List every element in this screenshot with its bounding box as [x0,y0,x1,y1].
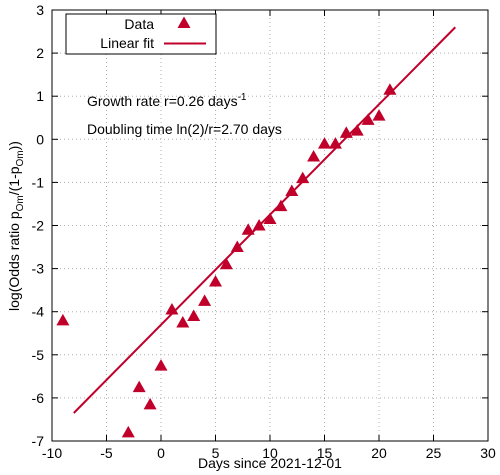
data-point [143,397,157,410]
x-tick-label: 30 [480,445,496,461]
x-tick-label: 10 [262,445,278,461]
legend: Data Linear fit [65,13,217,55]
data-point [219,257,233,270]
data-point [154,359,168,371]
x-tick-label: 25 [426,445,442,461]
x-tick-label: 20 [371,445,387,461]
y-tick-label: -4 [32,304,45,320]
data-point [230,240,244,253]
legend-label-data: Data [124,16,154,32]
data-point [252,219,266,231]
y-tick-label: -1 [32,174,45,190]
data-point [383,83,397,95]
y-tick-label: 3 [36,2,44,18]
data-series [56,83,397,438]
y-tick-label: -7 [32,433,45,449]
y-tick-label: -2 [32,218,45,234]
x-tick-labels: -10 -5 0 5 10 15 20 25 30 [42,445,496,461]
data-point [285,184,299,197]
data-point [198,294,212,306]
y-tick-labels: -7 -6 -5 -4 -3 -2 -1 0 1 2 3 [32,2,45,449]
y-tick-label: 0 [36,131,44,147]
x-tick-label: -10 [42,445,62,461]
x-axis-label: Days since 2021-12-01 [198,455,342,471]
data-point [165,303,179,315]
legend-marker-data [177,16,191,28]
data-point [121,425,135,438]
y-axis-label: log(Odds ratio pOm/(1-pOm)) [6,141,26,311]
data-point [372,109,386,121]
x-tick-label: 15 [317,445,333,461]
data-point [318,137,331,149]
y-tick-label: -3 [32,261,45,277]
data-point [274,199,288,212]
legend-box [65,13,217,55]
data-point [296,171,310,184]
data-point [209,275,222,287]
data-point [328,137,342,149]
data-point [307,150,321,162]
data-point [187,309,201,322]
y-tick-label: 1 [36,88,44,104]
data-point [176,315,190,328]
data-point [350,124,364,136]
data-point [132,380,146,393]
x-tick-label: 0 [157,445,165,461]
doubling-time-annotation: Doubling time ln(2)/r=2.70 days [87,121,282,137]
data-point [56,313,70,326]
y-tick-label: -5 [32,347,45,363]
axis-ticks [51,9,489,442]
x-tick-label: 5 [212,445,220,461]
x-tick-label: -5 [100,445,113,461]
data-point [361,113,375,125]
legend-label-fit: Linear fit [100,35,154,51]
data-point [339,126,353,138]
y-tick-label: 2 [36,45,44,61]
data-point [241,223,255,235]
growth-rate-annotation: Growth rate r=0.26 days-1 [87,92,247,109]
grid-lines [52,10,488,441]
y-tick-label: -6 [32,390,45,406]
data-point [263,212,277,225]
